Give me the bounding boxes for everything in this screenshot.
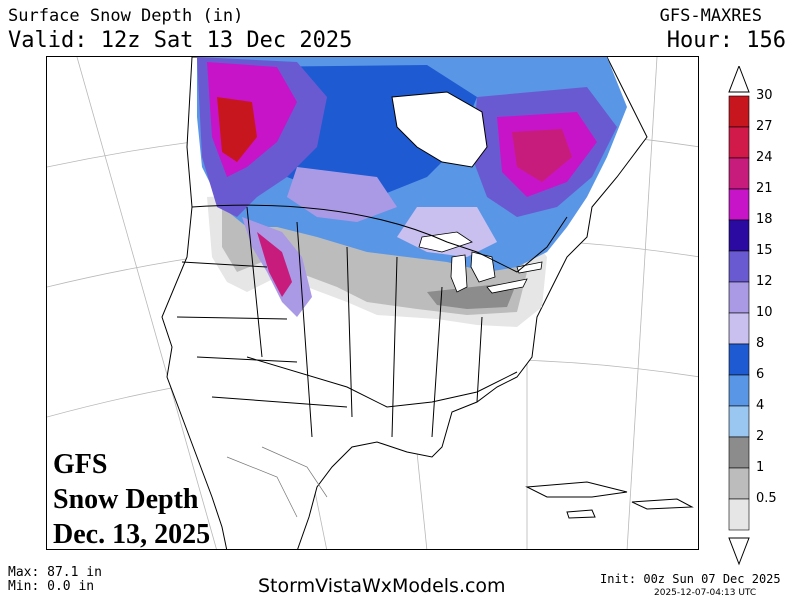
- colorbar-label: 4: [756, 398, 765, 413]
- generated-time: 2025-12-07-04:13 UTC: [654, 588, 757, 598]
- colorbar-label: 18: [756, 212, 773, 227]
- overlay-line-date: Dec. 13, 2025: [53, 519, 211, 550]
- colorbar-cell: [728, 374, 750, 407]
- colorbar-cell: [728, 312, 750, 345]
- colorbar-label: 10: [756, 305, 773, 320]
- colorbar-cell: [728, 126, 750, 159]
- mexico-boundaries: [226, 446, 328, 518]
- snow-depth-map: GFS Snow Depth Dec. 13, 2025: [46, 56, 699, 550]
- colorbar-cells: [728, 95, 750, 531]
- colorbar-bottom-arrow: [728, 537, 750, 566]
- max-value: Max: 87.1 in: [8, 565, 102, 580]
- colorbar-cell: [728, 498, 750, 531]
- color-bar: [728, 66, 750, 566]
- snow-quebec-24in: [512, 129, 572, 182]
- great-lakes: [418, 231, 543, 294]
- colorbar-label: 15: [756, 243, 773, 258]
- forecast-hour: Hour: 156: [666, 28, 786, 53]
- colorbar-cell: [728, 157, 750, 190]
- stats-block: Max: 87.1 in Min: 0.0 in: [8, 566, 102, 594]
- overlay-line-model: GFS: [53, 449, 108, 480]
- colorbar-cell: [728, 281, 750, 314]
- valid-time: Valid: 12z Sat 13 Dec 2025: [8, 28, 353, 53]
- colorbar-cell: [728, 95, 750, 128]
- min-value: Min: 0.0 in: [8, 579, 95, 594]
- colorbar-label: 30: [756, 88, 773, 103]
- model-name: GFS-MAXRES: [659, 6, 762, 26]
- colorbar-cell: [728, 343, 750, 376]
- colorbar-cell: [728, 405, 750, 438]
- overlay-line-product: Snow Depth: [53, 484, 199, 515]
- map-canvas: [47, 57, 698, 549]
- colorbar-cell: [728, 467, 750, 500]
- colorbar-label: 27: [756, 119, 773, 134]
- map-title: Surface Snow Depth (in): [8, 6, 244, 26]
- caribbean-islands: [525, 481, 694, 519]
- colorbar-label: 24: [756, 150, 773, 165]
- colorbar-cell: [728, 219, 750, 252]
- hudson-bay: [391, 91, 488, 168]
- colorbar-label: 6: [756, 367, 765, 382]
- snow-rockies-21in: [257, 232, 292, 297]
- colorbar-label: 12: [756, 274, 773, 289]
- colorbar-label: 2: [756, 429, 765, 444]
- init-time: Init: 00z Sun 07 Dec 2025: [600, 572, 781, 586]
- colorbar-label: 8: [756, 336, 765, 351]
- colorbar-label: 21: [756, 181, 773, 196]
- snow-west-canada-30in: [217, 97, 257, 162]
- colorbar-label: 0.5: [756, 491, 777, 506]
- colorbar-label: 1: [756, 460, 765, 475]
- colorbar-cell: [728, 436, 750, 469]
- colorbar-top-arrow: [728, 66, 750, 93]
- colorbar-cell: [728, 188, 750, 221]
- site-credit: StormVistaWxModels.com: [258, 575, 506, 597]
- political-boundaries: [176, 204, 568, 438]
- snow-depth-overlay-label: GFS Snow Depth Dec. 13, 2025: [53, 447, 211, 550]
- colorbar-cell: [728, 250, 750, 283]
